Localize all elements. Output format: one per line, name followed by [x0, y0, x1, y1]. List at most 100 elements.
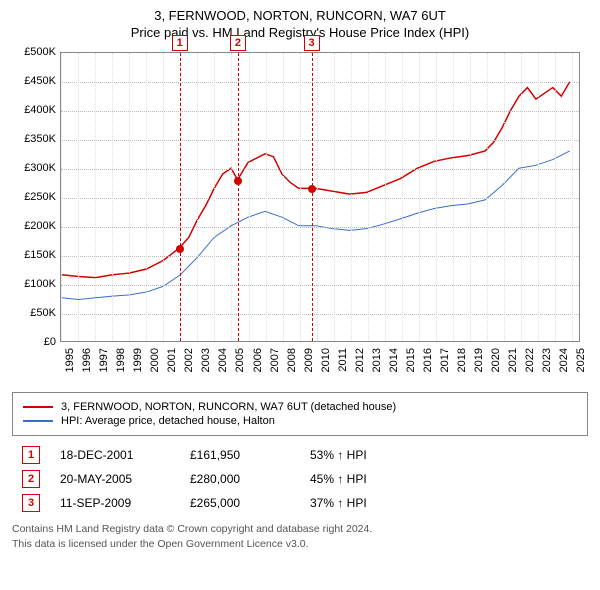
- x-axis-label: 2022: [524, 348, 536, 388]
- transaction-badge: 1: [22, 446, 40, 464]
- x-axis-label: 2019: [473, 348, 485, 388]
- gridline-v: [470, 53, 471, 341]
- gridline-h: [61, 285, 579, 286]
- y-axis-label: £150K: [12, 249, 56, 261]
- chart-title: 3, FERNWOOD, NORTON, RUNCORN, WA7 6UT: [12, 8, 588, 23]
- transaction-marker-badge: 2: [230, 35, 246, 51]
- gridline-v: [487, 53, 488, 341]
- x-axis-label: 1997: [98, 348, 110, 388]
- x-axis-label: 2023: [541, 348, 553, 388]
- gridline-h: [61, 227, 579, 228]
- transaction-price: £161,950: [190, 448, 290, 462]
- gridline-h: [61, 111, 579, 112]
- x-axis-label: 2024: [558, 348, 570, 388]
- x-axis-label: 2004: [217, 348, 229, 388]
- gridline-v: [231, 53, 232, 341]
- transaction-row: 311-SEP-2009£265,00037% ↑ HPI: [12, 494, 588, 512]
- transaction-point: [234, 177, 242, 185]
- transaction-badge: 2: [22, 470, 40, 488]
- y-axis-label: £50K: [12, 307, 56, 319]
- gridline-v: [317, 53, 318, 341]
- y-axis-label: £400K: [12, 104, 56, 116]
- y-axis-label: £200K: [12, 220, 56, 232]
- gridline-v: [283, 53, 284, 341]
- y-axis-label: £250K: [12, 191, 56, 203]
- gridline-v: [163, 53, 164, 341]
- y-axis-label: £100K: [12, 278, 56, 290]
- chart-subtitle: Price paid vs. HM Land Registry's House …: [12, 25, 588, 40]
- legend-item: 3, FERNWOOD, NORTON, RUNCORN, WA7 6UT (d…: [23, 401, 577, 413]
- x-axis-label: 1995: [64, 348, 76, 388]
- y-axis-label: £450K: [12, 75, 56, 87]
- legend-swatch: [23, 406, 53, 408]
- x-axis-label: 2009: [303, 348, 315, 388]
- x-axis-label: 2021: [507, 348, 519, 388]
- x-axis-label: 2017: [439, 348, 451, 388]
- gridline-v: [112, 53, 113, 341]
- legend-label: 3, FERNWOOD, NORTON, RUNCORN, WA7 6UT (d…: [61, 401, 396, 413]
- x-axis-label: 2005: [234, 348, 246, 388]
- x-axis-label: 2007: [269, 348, 281, 388]
- x-axis-label: 2014: [388, 348, 400, 388]
- transaction-marker-line: [180, 53, 181, 341]
- gridline-v: [538, 53, 539, 341]
- chart-lines: [61, 53, 579, 341]
- gridline-v: [385, 53, 386, 341]
- gridline-v: [504, 53, 505, 341]
- x-axis-label: 1999: [132, 348, 144, 388]
- transaction-date: 20-MAY-2005: [60, 472, 170, 486]
- x-axis-label: 2001: [166, 348, 178, 388]
- x-axis-label: 2020: [490, 348, 502, 388]
- footer-line: Contains HM Land Registry data © Crown c…: [12, 522, 588, 537]
- transaction-pct: 45% ↑ HPI: [310, 472, 420, 486]
- gridline-v: [334, 53, 335, 341]
- gridline-h: [61, 198, 579, 199]
- x-axis-label: 2010: [320, 348, 332, 388]
- gridline-v: [146, 53, 147, 341]
- transaction-marker-line: [238, 53, 239, 341]
- gridline-v: [351, 53, 352, 341]
- y-axis-label: £500K: [12, 46, 56, 58]
- transaction-badge: 3: [22, 494, 40, 512]
- gridline-v: [266, 53, 267, 341]
- chart: £0£50K£100K£150K£200K£250K£300K£350K£400…: [12, 48, 588, 388]
- x-axis-label: 2008: [286, 348, 298, 388]
- gridline-h: [61, 140, 579, 141]
- legend: 3, FERNWOOD, NORTON, RUNCORN, WA7 6UT (d…: [12, 392, 588, 436]
- gridline-v: [61, 53, 62, 341]
- gridline-h: [61, 82, 579, 83]
- x-axis-label: 2003: [200, 348, 212, 388]
- x-axis-label: 2015: [405, 348, 417, 388]
- legend-swatch: [23, 420, 53, 422]
- gridline-v: [402, 53, 403, 341]
- y-axis-label: £350K: [12, 133, 56, 145]
- x-axis-label: 2011: [337, 348, 349, 388]
- gridline-h: [61, 256, 579, 257]
- transaction-row: 118-DEC-2001£161,95053% ↑ HPI: [12, 446, 588, 464]
- transaction-point: [176, 245, 184, 253]
- footer-line: This data is licensed under the Open Gov…: [12, 537, 588, 552]
- gridline-v: [572, 53, 573, 341]
- plot-area: 123: [60, 52, 580, 342]
- transaction-date: 11-SEP-2009: [60, 496, 170, 510]
- gridline-v: [453, 53, 454, 341]
- transaction-pct: 53% ↑ HPI: [310, 448, 420, 462]
- x-axis-label: 2013: [371, 348, 383, 388]
- gridline-v: [78, 53, 79, 341]
- x-axis-label: 2000: [149, 348, 161, 388]
- gridline-v: [419, 53, 420, 341]
- gridline-v: [368, 53, 369, 341]
- gridline-v: [197, 53, 198, 341]
- transaction-price: £280,000: [190, 472, 290, 486]
- transaction-point: [308, 185, 316, 193]
- x-axis-label: 2006: [252, 348, 264, 388]
- footer-attribution: Contains HM Land Registry data © Crown c…: [12, 522, 588, 551]
- gridline-v: [95, 53, 96, 341]
- gridline-v: [249, 53, 250, 341]
- gridline-h: [61, 314, 579, 315]
- x-axis-label: 2018: [456, 348, 468, 388]
- gridline-v: [436, 53, 437, 341]
- transaction-marker-badge: 1: [172, 35, 188, 51]
- transaction-pct: 37% ↑ HPI: [310, 496, 420, 510]
- y-axis-label: £300K: [12, 162, 56, 174]
